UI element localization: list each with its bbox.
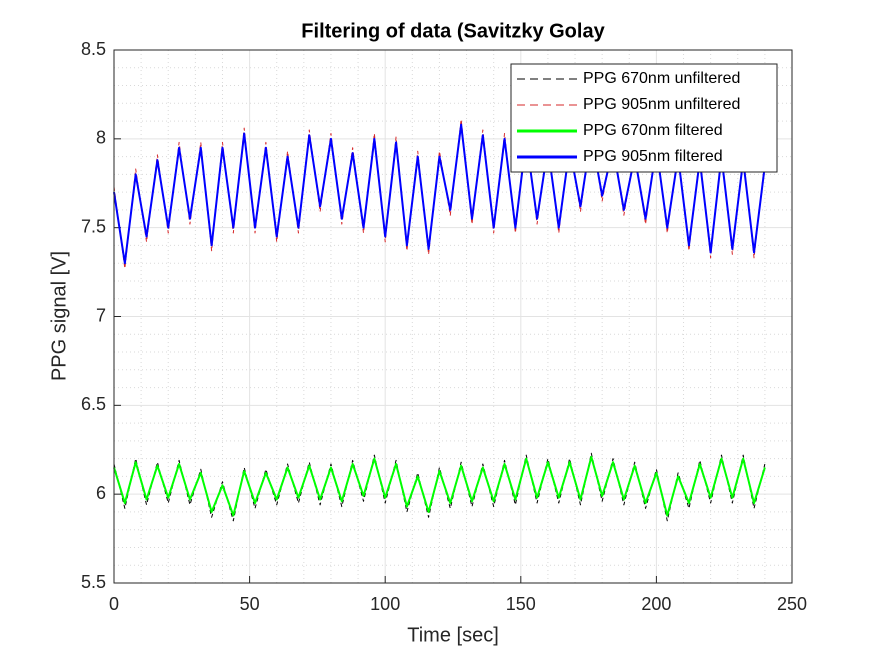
- legend-box: [510, 63, 778, 173]
- y-tick-label: 6.5: [81, 394, 106, 414]
- y-tick-label: 7: [96, 305, 106, 325]
- legend-label: PPG 905nm filtered: [583, 148, 723, 165]
- y-tick-label: 8.5: [81, 39, 106, 59]
- legend-label: PPG 670nm unfiltered: [583, 70, 740, 87]
- x-tick-label: 200: [641, 594, 671, 614]
- series-line: [113, 118, 766, 270]
- x-tick-label: 150: [506, 594, 536, 614]
- x-tick-label: 50: [240, 594, 260, 614]
- x-tick-label: 250: [777, 594, 807, 614]
- series-line: [113, 455, 766, 517]
- y-tick-label: 8: [96, 128, 106, 148]
- x-axis-label: Time [sec]: [407, 624, 499, 646]
- x-tick-label: 0: [109, 594, 119, 614]
- x-tick-label: 100: [370, 594, 400, 614]
- legend-label: PPG 905nm unfiltered: [583, 96, 740, 113]
- y-axis-label: PPG signal [V]: [48, 251, 70, 381]
- y-tick-label: 5.5: [81, 572, 106, 592]
- axes-box: [113, 49, 793, 584]
- legend: PPG 670nm unfiltered PPG 905nm unfiltered…: [510, 63, 778, 173]
- series-line: [113, 452, 766, 522]
- y-tick-label: 6: [96, 483, 106, 503]
- y-tick-label: 7.5: [81, 216, 106, 236]
- chart-title: Filtering of data (Savitzky Golay: [301, 20, 605, 42]
- legend-label: PPG 670nm filtered: [583, 122, 723, 139]
